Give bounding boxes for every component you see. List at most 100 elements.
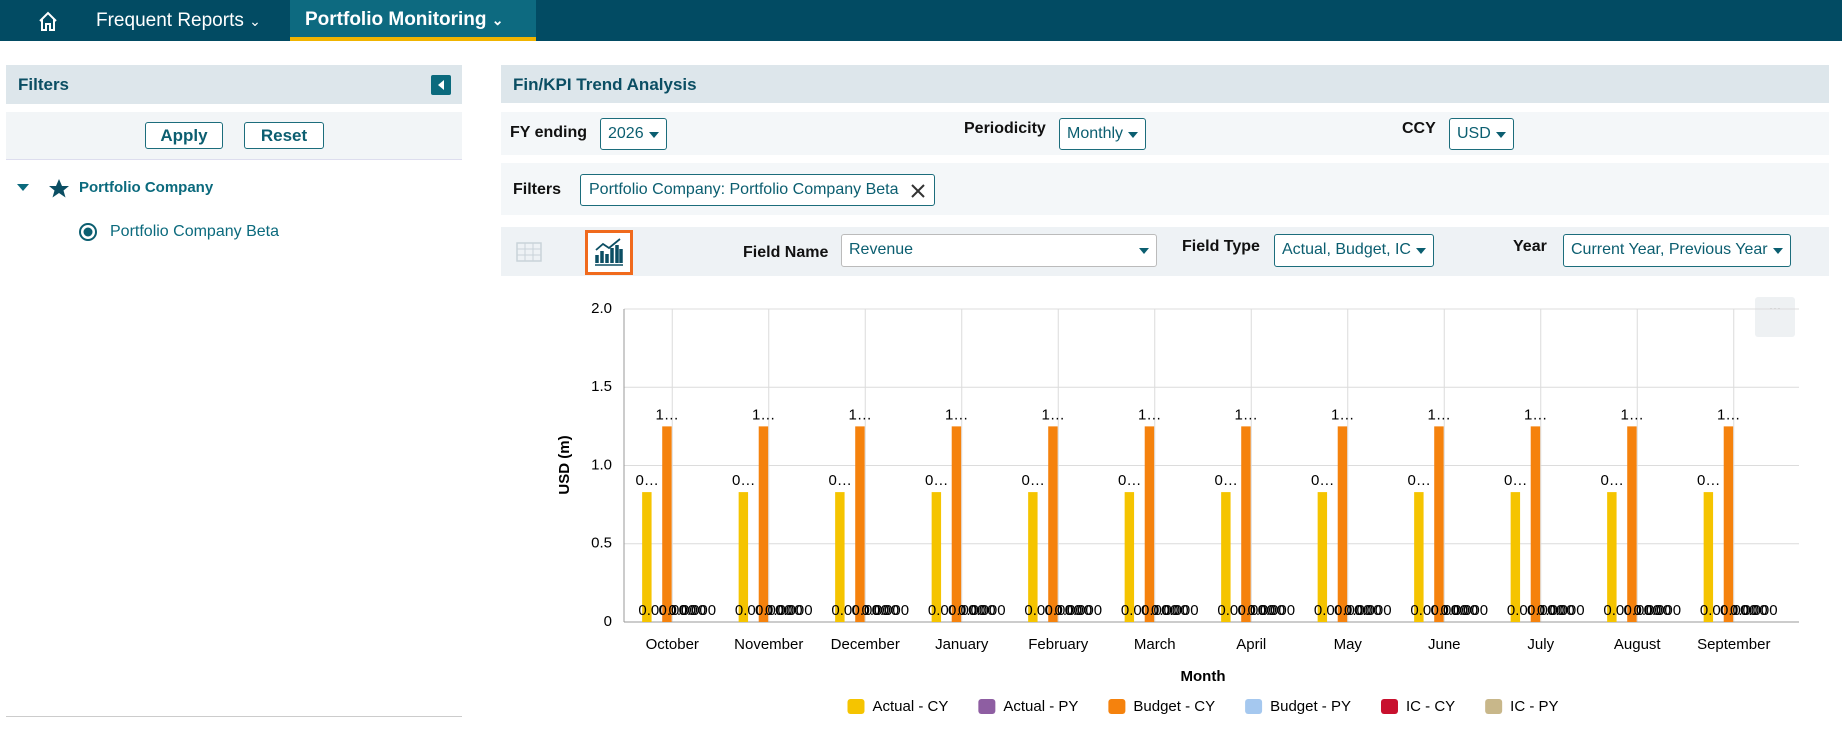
data-label: 0.000 [1141,602,1179,619]
legend-swatch [1108,699,1126,714]
data-label: 0… [732,472,755,489]
chart-menu-button[interactable]: ··· [1755,297,1795,337]
bar [1627,426,1637,622]
bar [855,426,865,622]
select-value: Current Year, Previous Year [1571,241,1768,258]
data-label: 0.000 [1151,602,1189,619]
bar [1414,492,1424,622]
control-label: Periodicity [964,120,1046,137]
tree-item[interactable]: Portfolio Company Beta [110,223,279,240]
x-axis-title: Month [1181,668,1226,685]
legend-item[interactable]: Budget - CY [1108,698,1215,715]
filter-chip: Portfolio Company: Portfolio Company Bet… [580,174,936,206]
select-value: Monthly [1067,125,1124,142]
bar [1703,492,1714,622]
radio[interactable] [78,222,98,242]
select[interactable]: Current Year, Previous Year [1563,234,1791,267]
legend-item[interactable]: IC - CY [1380,698,1455,715]
data-label: 0.000 [1065,602,1103,619]
x-tick-label: December [831,636,900,653]
data-label: 0.000 [958,602,996,619]
data-label: 1… [1717,406,1740,423]
data-label: 0.000 [1044,602,1082,619]
home-icon[interactable] [37,10,59,32]
tree-group[interactable]: Portfolio Company [79,179,214,196]
field-label: Year [1513,238,1547,255]
select[interactable]: USD [1449,118,1514,150]
reset-button[interactable]: Reset [244,122,324,149]
data-label: 0.000 [1740,602,1778,619]
legend-item[interactable]: Budget - PY [1245,698,1351,715]
bar [931,492,942,622]
x-tick-label: July [1527,636,1554,653]
bar [951,426,962,622]
data-label: 0.000 [1547,602,1585,619]
panel-title: Filters [18,75,70,94]
controls-row [501,112,1829,155]
apply-button[interactable]: Apply [145,122,223,149]
chart-view-icon[interactable] [585,230,633,275]
data-label: 0… [1311,472,1334,489]
legend-item[interactable]: IC - PY [1485,698,1559,715]
bar [642,492,652,622]
data-label: 0.000 [1237,602,1275,619]
legend-label: IC - PY [1510,698,1558,715]
select[interactable]: Monthly [1059,118,1147,150]
select[interactable]: 2026 [600,118,667,150]
data-label: 1… [945,406,968,423]
data-label: 0… [1600,472,1623,489]
legend-swatch [1485,699,1503,714]
legend-item[interactable]: Actual - CY [847,698,948,715]
x-tick-label: April [1236,636,1266,653]
bar [1317,492,1328,622]
legend-label: Budget - PY [1270,698,1351,715]
bar [835,492,845,622]
nav-tab-active[interactable]: Portfolio Monitoring ⌄ [290,0,536,41]
main-panel: Fin/KPI Trend Analysis FY ending 2026 Pe… [501,65,1829,745]
table-view-icon[interactable] [515,239,543,265]
data-label: 0… [1504,472,1527,489]
control-label: FY ending [510,124,588,141]
data-label: 0.000 [1644,602,1682,619]
collapse-button[interactable] [431,75,451,95]
data-label: 0.000 [775,602,813,619]
data-label: 1… [656,406,679,423]
data-label: 0.000 [765,602,803,619]
data-label: 0… [1118,472,1141,489]
nav-item[interactable]: Frequent Reports ⌄ [96,10,261,31]
data-label: 0.000 [862,602,900,619]
chart: USD (m) Month 0 0.5 1.0 1.5 2.0 October 0… 0.00… [556,300,1799,715]
x-tick-label: March [1134,636,1176,653]
button-row [6,112,462,160]
x-tick-label: November [734,636,803,653]
bar [1048,426,1058,622]
data-label: 1… [752,406,775,423]
data-label: 1… [1331,406,1354,423]
select[interactable]: Actual, Budget, IC [1274,234,1434,267]
bar [1337,426,1348,622]
select[interactable]: Revenue [841,234,1157,267]
data-label: 0… [1214,472,1237,489]
data-label: 1… [1042,406,1065,423]
select-value: 2026 [608,125,644,142]
data-label: 0.000 [1451,602,1489,619]
y-tick-label: 2.0 [591,300,612,317]
filters-label: Filters [513,181,562,198]
chip-remove[interactable] [910,183,926,199]
bar [1434,426,1444,622]
panel-title: Fin/KPI Trend Analysis [513,75,697,94]
bar [758,426,769,622]
data-label: 0… [1021,472,1044,489]
data-label: 0.000 [1730,602,1768,619]
legend-label: Actual - CY [872,698,948,715]
data-label: 0.000 [658,602,696,619]
legend-swatch [1245,699,1263,714]
select-value: USD [1457,125,1491,142]
y-tick-label: 0 [604,613,612,630]
legend-item[interactable]: Actual - PY [978,698,1078,715]
legend-label: Actual - PY [1003,698,1078,715]
bar [1124,492,1135,622]
chip-text: Portfolio Company: Portfolio Company Bet… [589,181,899,198]
y-axis-title: USD (m) [556,435,573,494]
